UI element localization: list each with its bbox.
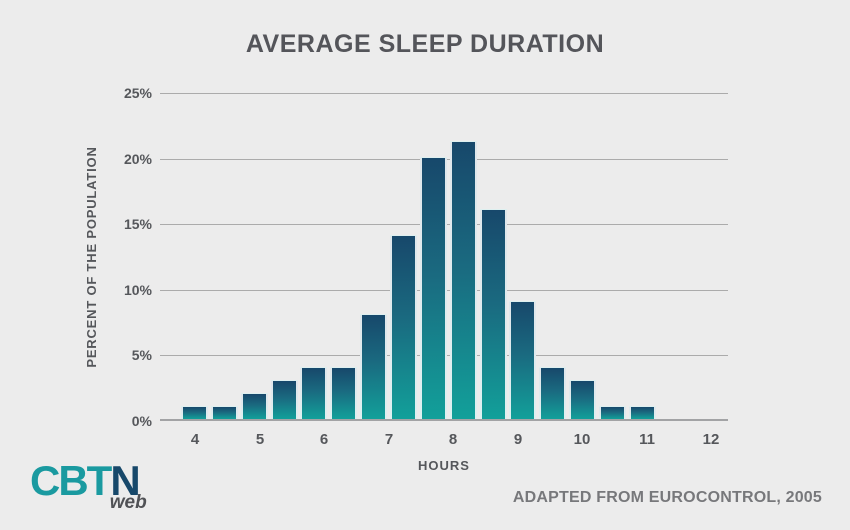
chart-title: AVERAGE SLEEP DURATION — [245, 30, 605, 58]
bar-7.5h — [390, 235, 417, 419]
bar-7h — [360, 314, 387, 419]
x-tick-label-9: 9 — [513, 431, 523, 448]
bar-6.5h — [330, 366, 357, 419]
x-axis-title: HOURS — [418, 458, 470, 473]
bar-10h — [539, 366, 566, 419]
bar-4h — [181, 405, 208, 419]
bar-11.5h — [629, 405, 656, 419]
x-tick-label-6: 6 — [319, 431, 329, 448]
y-tick-label-5: 5% — [131, 347, 152, 364]
x-tick-label-5: 5 — [255, 431, 265, 448]
y-tick-label-10: 10% — [123, 281, 152, 298]
bar-4.5h — [211, 405, 238, 419]
logo: CBTN web — [30, 457, 147, 513]
x-tick-label-8: 8 — [448, 431, 458, 448]
logo-n: N — [110, 457, 140, 504]
bar-9h — [480, 209, 507, 419]
logo-cbt: CBT — [30, 457, 112, 504]
y-tick-label-15: 15% — [123, 216, 152, 233]
bar-5h — [241, 392, 268, 419]
x-tick-label-10: 10 — [573, 431, 591, 448]
attribution-text: ADAPTED FROM EUROCONTROL, 2005 — [512, 489, 822, 506]
bar-11h — [599, 405, 626, 419]
logo-wordmark: CBTN — [30, 457, 141, 504]
y-tick-label-0: 0% — [131, 413, 152, 429]
bar-8h — [420, 156, 447, 419]
bar-10.5h — [569, 379, 596, 419]
bar-6h — [300, 366, 327, 419]
x-axis-line — [160, 419, 728, 421]
gridline-25 — [160, 93, 728, 94]
bar-8.5h — [450, 140, 477, 419]
x-tick-label-4: 4 — [190, 431, 200, 448]
bar-5.5h — [271, 379, 298, 419]
y-axis-title: PERCENT OF THE POPULATION — [84, 146, 99, 368]
y-tick-label-20: 20% — [123, 150, 152, 167]
x-tick-label-11: 11 — [639, 431, 655, 448]
x-tick-label-7: 7 — [384, 431, 394, 448]
logo-web: web — [109, 492, 147, 513]
plot-area: PERCENT OF THE POPULATION 0% 5% 10% 15% 20% 2… — [84, 85, 728, 473]
y-tick-label-25: 25% — [123, 85, 152, 101]
bar-9.5h — [509, 300, 536, 419]
x-tick-label-12: 12 — [702, 431, 720, 448]
